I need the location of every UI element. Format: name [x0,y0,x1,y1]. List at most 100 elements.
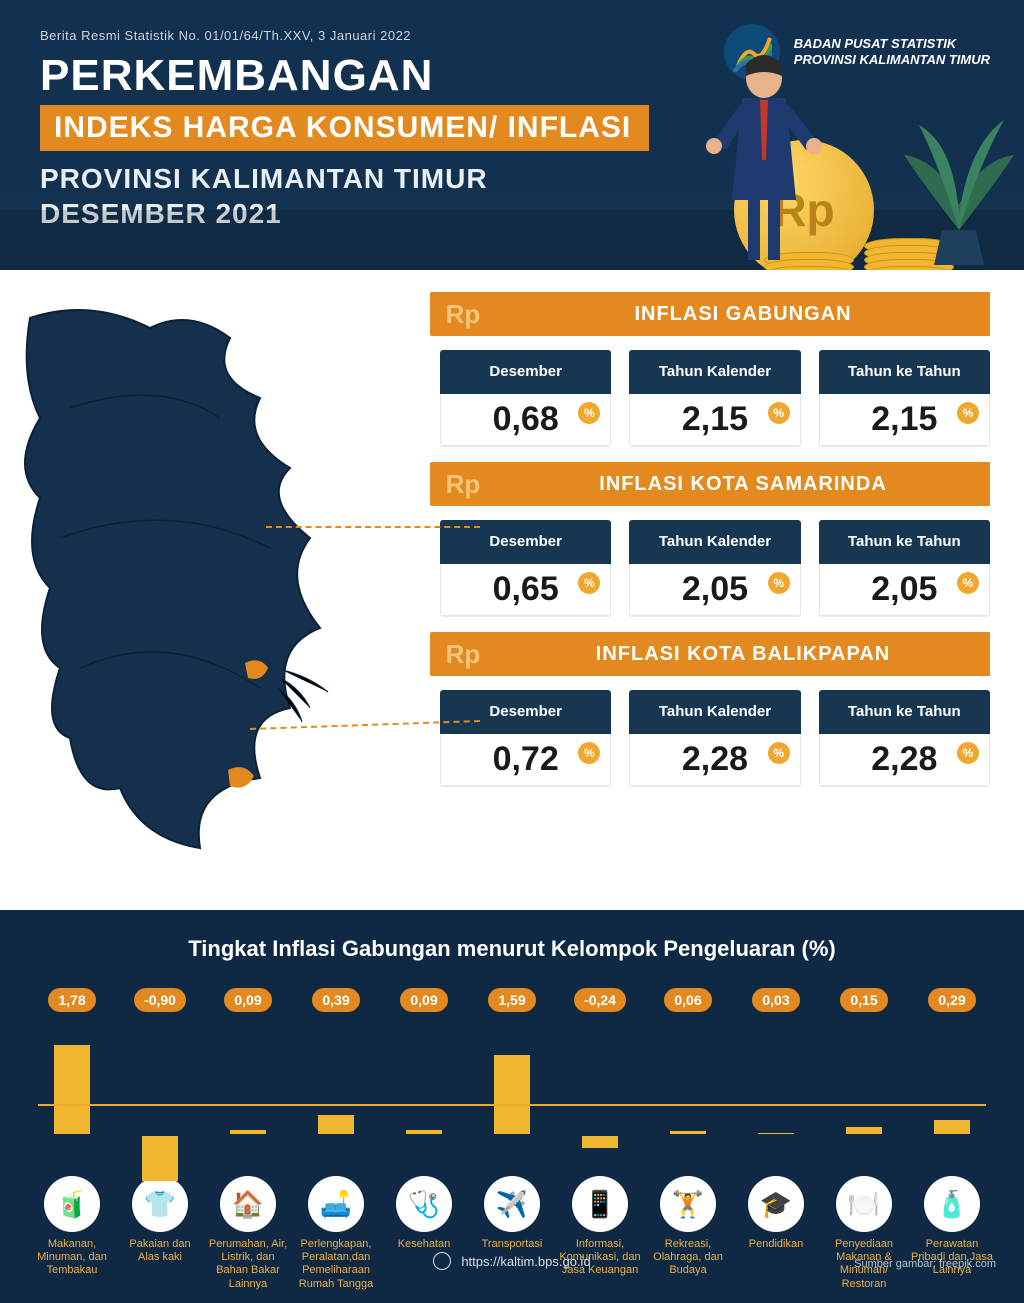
percent-badge: % [578,742,600,764]
image-source: Sumber gambar: freepik.com [854,1258,996,1270]
section-header: Rp INFLASI KOTA SAMARINDA [430,462,990,506]
stat-label: Desember [440,690,611,734]
map-column [0,288,430,910]
category-icon: 👕 [132,1176,188,1232]
category-column: 🧴Perawatan Pribadi dan Jasa Lainnya [908,1176,996,1291]
data-column: Rp INFLASI GABUNGAN Desember 0,68% Tahun… [430,288,1024,910]
bar-column: -0,24 [556,988,644,1168]
stat-card: Desember 0,68% [440,350,611,446]
percent-badge: % [957,742,979,764]
bar-zone [230,1018,266,1158]
category-column: 🏠Perumahan, Air, Listrik, dan Bahan Baka… [204,1176,292,1291]
stat-value: 2,05% [629,564,800,616]
connector-line [266,526,480,528]
bar-value-pill: 0,29 [928,988,975,1012]
bar-zone [494,1018,530,1158]
stat-card: Tahun ke Tahun 2,28% [819,690,990,786]
category-icon: 🏋️ [660,1176,716,1232]
stat-value: 2,15% [819,394,990,446]
percent-badge: % [578,402,600,424]
bar [582,1136,618,1148]
stat-row: Desember 0,68% Tahun Kalender 2,15% Tahu… [430,350,990,446]
category-icon: 🎓 [748,1176,804,1232]
stat-label: Tahun ke Tahun [819,350,990,394]
category-column: 🍽️Penyediaan Makanan & Minuman/ Restoran [820,1176,908,1291]
bar-value-pill: 0,06 [664,988,711,1012]
bar-value-pill: -0,90 [134,988,186,1012]
stat-row: Desember 0,72% Tahun Kalender 2,28% Tahu… [430,690,990,786]
section-title: INFLASI KOTA BALIKPAPAN [496,632,990,676]
bar-zone [54,1018,90,1158]
bar [318,1115,354,1135]
bar-zone [582,1018,618,1158]
bar [846,1127,882,1135]
category-column: 🩺Kesehatan [380,1176,468,1291]
rp-icon: Rp [430,632,496,676]
inflation-block-samarinda: Rp INFLASI KOTA SAMARINDA Desember 0,65%… [430,462,990,616]
category-icon: 📱 [572,1176,628,1232]
inflation-block-balikpapan: Rp INFLASI KOTA BALIKPAPAN Desember 0,72… [430,632,990,786]
bar-value-pill: 0,15 [840,988,887,1012]
bar-value-pill: 1,59 [488,988,535,1012]
stat-label: Tahun Kalender [629,520,800,564]
bar-value-pill: 0,39 [312,988,359,1012]
kaltim-map-icon [10,288,420,888]
category-row: 🧃Makanan, Minuman, dan Tembakau👕Pakaian … [28,1176,996,1291]
category-icon: 🩺 [396,1176,452,1232]
bar-zone [934,1018,970,1158]
stat-label: Desember [440,350,611,394]
infographic-page: Berita Resmi Statistik No. 01/01/64/Th.X… [0,0,1024,1280]
bar-column: 0,39 [292,988,380,1168]
stat-card: Tahun Kalender 2,28% [629,690,800,786]
bar-column: 0,09 [204,988,292,1168]
category-column: 🧃Makanan, Minuman, dan Tembakau [28,1176,116,1291]
bar-value-pill: 1,78 [48,988,95,1012]
bar [230,1130,266,1135]
category-icon: 🍽️ [836,1176,892,1232]
percent-badge: % [768,742,790,764]
bar-zone [758,1018,794,1158]
category-column: ✈️Transportasi [468,1176,556,1291]
bar-column: 0,15 [820,988,908,1168]
section-header: Rp INFLASI GABUNGAN [430,292,990,336]
bar-column: 1,59 [468,988,556,1168]
chart-section: Tingkat Inflasi Gabungan menurut Kelompo… [0,910,1024,1303]
bar [406,1130,442,1135]
stat-label: Tahun Kalender [629,690,800,734]
businessman-icon [704,50,824,270]
stats-section: Rp INFLASI GABUNGAN Desember 0,68% Tahun… [0,270,1024,910]
bar-chart: 1,78 -0,90 0,09 0,39 0,09 1,59 -0,24 0,06 0,03 0,… [28,988,996,1168]
bar-column: 0,29 [908,988,996,1168]
stat-value: 2,15% [629,394,800,446]
footer-url: https://kaltim.bps.go.id [461,1254,590,1269]
category-column: 🏋️Rekreasi, Olahraga, dan Budaya [644,1176,732,1291]
category-icon: 🛋️ [308,1176,364,1232]
bar [670,1131,706,1134]
category-icon: 🧴 [924,1176,980,1232]
stat-value: 0,65% [440,564,611,616]
bar-column: 1,78 [28,988,116,1168]
bar [758,1133,794,1135]
category-column: 📱Informasi, Komunikasi, dan Jasa Keuanga… [556,1176,644,1291]
category-icon: ✈️ [484,1176,540,1232]
stat-row: Desember 0,65% Tahun Kalender 2,05% Tahu… [430,520,990,616]
org-line-1: BADAN PUSAT STATISTIK [794,36,957,51]
percent-badge: % [957,572,979,594]
rp-icon: Rp [430,462,496,506]
bar [494,1055,530,1135]
bar-column: 0,09 [380,988,468,1168]
percent-badge: % [768,402,790,424]
section-title: INFLASI GABUNGAN [496,292,990,336]
title-band: INDEKS HARGA KONSUMEN/ INFLASI [40,105,649,151]
bar-value-pill: 0,03 [752,988,799,1012]
bar-zone [406,1018,442,1158]
chart-title: Tingkat Inflasi Gabungan menurut Kelompo… [28,936,996,962]
bar-column: 0,06 [644,988,732,1168]
bar-column: 0,03 [732,988,820,1168]
section-header: Rp INFLASI KOTA BALIKPAPAN [430,632,990,676]
stat-card: Desember 0,72% [440,690,611,786]
category-icon: 🏠 [220,1176,276,1232]
stat-value: 0,72% [440,734,611,786]
title-province: PROVINSI KALIMANTAN TIMUR [40,163,488,194]
bar-column: -0,90 [116,988,204,1168]
